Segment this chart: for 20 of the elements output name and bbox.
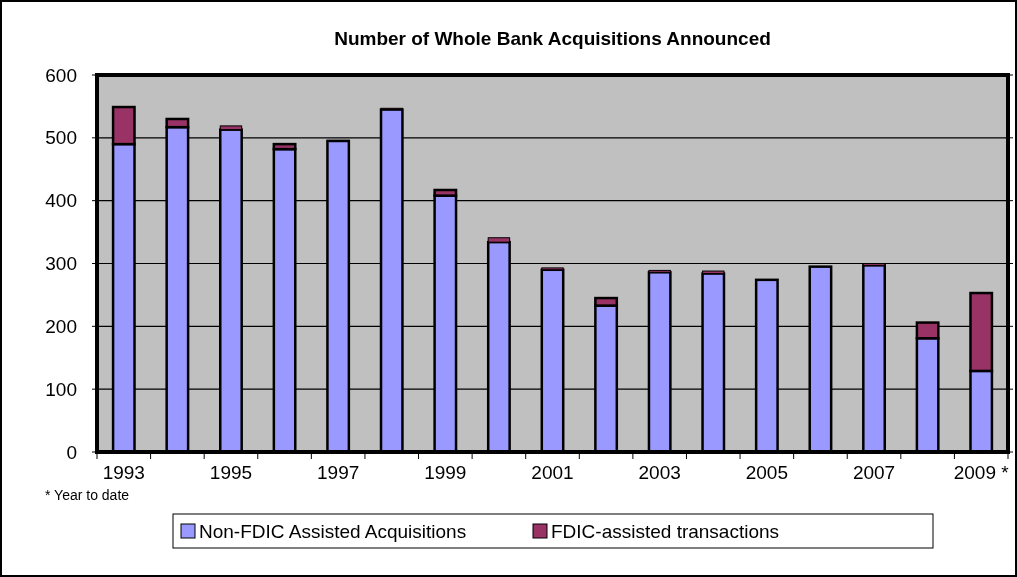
x-tick-label: 2005 (745, 462, 788, 483)
text: * Year to date (45, 487, 130, 503)
y-tick-label: 0 (66, 441, 77, 463)
legend-label: FDIC-assisted transactions (551, 521, 780, 542)
y-tick-label: 500 (45, 127, 77, 149)
x-tick-label: 1995 (209, 462, 253, 483)
y-tick-label: 100 (45, 378, 77, 400)
y-tick-label: 200 (45, 315, 77, 337)
x-tick-label: 1999 (424, 462, 467, 483)
x-tick-label: 2001 (531, 462, 574, 483)
y-tick-label: 400 (45, 190, 77, 212)
x-tick-label: 2009 * (953, 462, 1010, 483)
x-tick-label: 2003 (638, 462, 681, 483)
x-tick-label: 2007 (852, 462, 896, 483)
x-tick-label: 1993 (102, 462, 145, 483)
y-tick-label: 600 (45, 64, 77, 86)
chart-title: Number of Whole Bank Acquisitions Announced (334, 28, 771, 49)
legend-label: Non-FDIC Assisted Acquisitions (199, 521, 467, 542)
x-tick-label: 1997 (317, 462, 360, 483)
y-tick-label: 300 (45, 253, 77, 275)
